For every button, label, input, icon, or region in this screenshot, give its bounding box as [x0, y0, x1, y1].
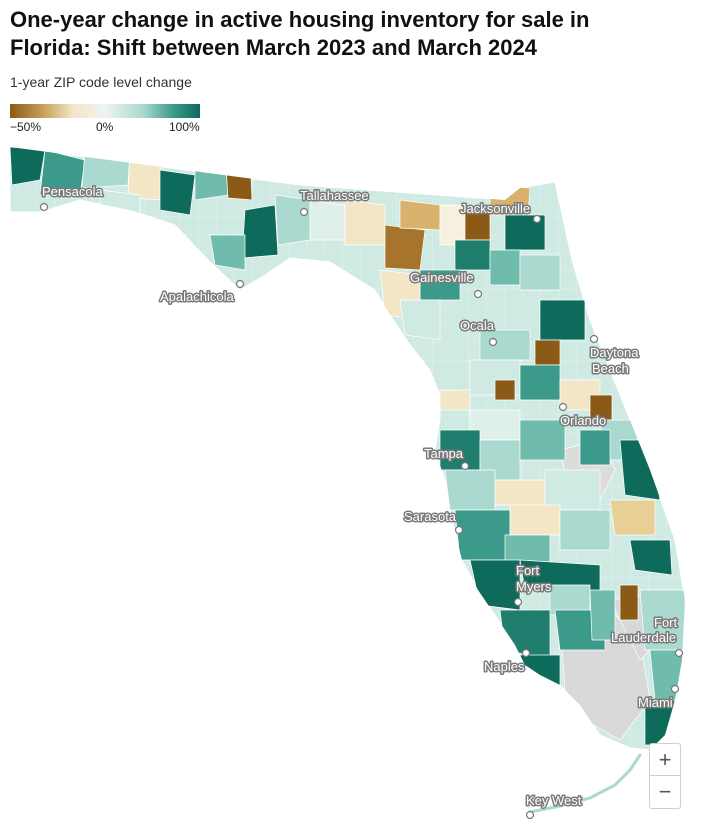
city-label-pensacola: Pensacola	[42, 184, 103, 199]
city-label-key-west: Key West	[526, 793, 582, 808]
florida-choropleth-map[interactable]: Pensacola Tallahassee Jacksonville Apala…	[0, 140, 704, 830]
legend-label-max: 100%	[169, 120, 200, 134]
zoom-control: + −	[649, 743, 681, 809]
city-label-daytona-beach: Beach	[592, 361, 629, 376]
city-label-ocala: Ocala	[460, 318, 495, 333]
city-label-tallahassee: Tallahassee	[300, 188, 369, 203]
city-markers	[39, 202, 684, 820]
city-label-fort-myers-2: Myers	[516, 579, 552, 594]
map-title: One-year change in active housing invent…	[10, 7, 590, 60]
city-label-daytona: Daytona	[590, 345, 639, 360]
legend-gradient-bar	[10, 104, 200, 118]
city-label-fort-lauderdale-1: Fort	[654, 615, 678, 630]
city-label-sarasota: Sarasota	[404, 509, 457, 524]
city-label-jacksonville: Jacksonville	[460, 201, 530, 216]
legend-label-mid: 0%	[96, 120, 114, 134]
city-label-apalachicola: Apalachicola	[160, 289, 234, 304]
zip-regions	[10, 147, 685, 746]
legend-label-min: −50%	[10, 120, 42, 134]
florida-keys	[528, 753, 642, 814]
color-legend: −50% 0% 100%	[10, 104, 202, 136]
city-label-miami: Miami	[638, 695, 673, 710]
city-label-orlando: Orlando	[560, 413, 606, 428]
zoom-out-button[interactable]: −	[658, 779, 672, 804]
city-label-fort-lauderdale-2: Lauderdale	[611, 630, 676, 645]
zoom-in-button[interactable]: +	[650, 744, 680, 776]
city-label-tampa: Tampa	[424, 446, 464, 461]
city-label-naples: Naples	[484, 659, 525, 674]
city-label-gainesville: Gainesville	[410, 270, 474, 285]
legend-subtitle: 1-year ZIP code level change	[10, 74, 192, 90]
city-label-fort-myers-1: Fort	[516, 563, 540, 578]
